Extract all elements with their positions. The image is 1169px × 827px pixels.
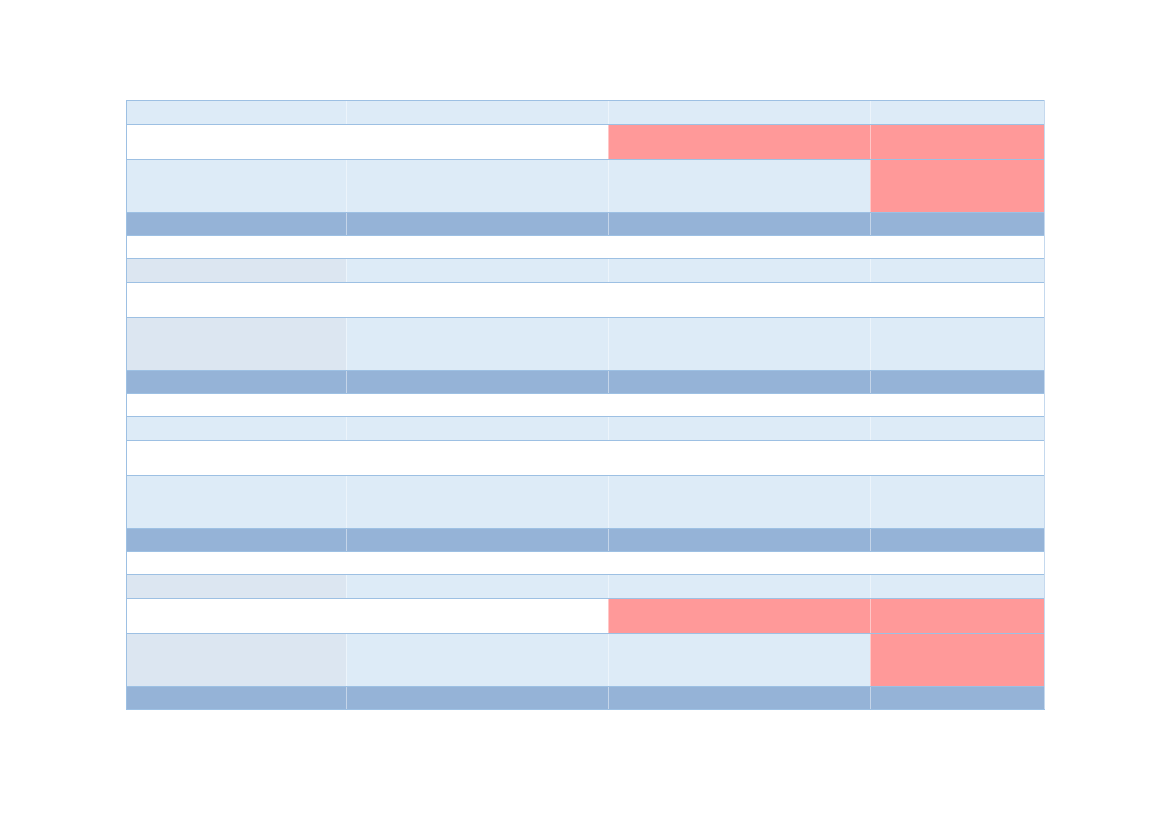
cell [346, 528, 608, 551]
cell [126, 528, 346, 551]
cell [346, 475, 608, 528]
cell [870, 100, 1045, 124]
cell [126, 317, 346, 370]
cell [346, 258, 608, 282]
cell [346, 633, 608, 686]
cell [126, 598, 346, 633]
cell [126, 633, 346, 686]
cell [608, 124, 870, 159]
cell [870, 258, 1045, 282]
cell [608, 159, 870, 212]
cell [608, 475, 870, 528]
cell [870, 235, 1045, 258]
cell [126, 686, 346, 709]
cell [126, 475, 346, 528]
cell [870, 528, 1045, 551]
cell [346, 551, 608, 574]
cell [608, 282, 870, 317]
cell [608, 633, 870, 686]
cell [608, 686, 870, 709]
cell [346, 393, 608, 416]
cell [126, 212, 346, 235]
cell [870, 159, 1045, 212]
cell [608, 370, 870, 393]
cell [608, 212, 870, 235]
cell [346, 686, 608, 709]
cell [608, 598, 870, 633]
cell [126, 282, 346, 317]
cell [870, 282, 1045, 317]
cell [608, 317, 870, 370]
cell [870, 598, 1045, 633]
cell [346, 317, 608, 370]
cell [608, 440, 870, 475]
cell [870, 475, 1045, 528]
cell [126, 235, 346, 258]
cell [346, 235, 608, 258]
cell [608, 574, 870, 598]
cell [346, 100, 608, 124]
cell [608, 416, 870, 440]
cell [346, 598, 608, 633]
cell [346, 440, 608, 475]
cell [870, 440, 1045, 475]
cell [126, 440, 346, 475]
cell [870, 393, 1045, 416]
cell [126, 159, 346, 212]
cell [608, 551, 870, 574]
cell [346, 159, 608, 212]
cell [346, 282, 608, 317]
cell [870, 574, 1045, 598]
cell [346, 212, 608, 235]
cell [608, 100, 870, 124]
cell [126, 551, 346, 574]
cell [870, 370, 1045, 393]
cell [870, 686, 1045, 709]
cell [608, 528, 870, 551]
cell [346, 124, 608, 159]
cell [346, 370, 608, 393]
cell [126, 100, 346, 124]
cell [870, 551, 1045, 574]
cell [608, 393, 870, 416]
cell [126, 393, 346, 416]
cell [346, 416, 608, 440]
cell [870, 212, 1045, 235]
cell [126, 574, 346, 598]
cell [870, 124, 1045, 159]
cell [870, 416, 1045, 440]
cell [126, 370, 346, 393]
cell [608, 235, 870, 258]
cell [346, 574, 608, 598]
cell [870, 317, 1045, 370]
cell [126, 124, 346, 159]
cell [126, 258, 346, 282]
cell [126, 416, 346, 440]
cell [608, 258, 870, 282]
cell [870, 633, 1045, 686]
